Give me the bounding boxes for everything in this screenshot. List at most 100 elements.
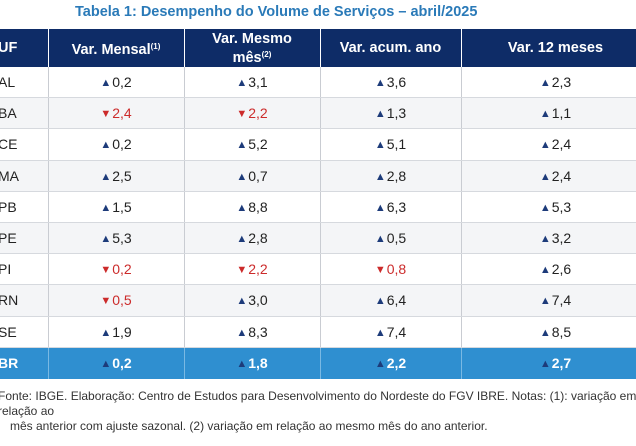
cell-doze: ▲8,5 <box>461 316 636 348</box>
cell-acum: ▲6,3 <box>320 191 462 223</box>
value-number: 1,5 <box>112 198 132 215</box>
value-number: 0,7 <box>248 167 268 184</box>
cell-mesmo: ▲3,1 <box>184 67 321 99</box>
value-number: 2,2 <box>386 355 407 372</box>
value-mensal: ▲1,5 <box>100 199 131 215</box>
cell-mesmo: ▲2,8 <box>184 222 321 255</box>
arrow-up-icon: ▲ <box>236 201 248 214</box>
table-row: AL ▲0,2 ▲3,1 ▲3,6 ▲2,3 <box>0 67 636 99</box>
header-var-mesmo-mes: Var. Mesmo mês(2) <box>184 29 321 67</box>
source-note-line-2: mês anterior com ajuste sazonal. (2) var… <box>10 419 488 433</box>
value-number: 6,4 <box>386 292 407 309</box>
cell-uf: AL <box>0 67 49 99</box>
arrow-up-icon: ▲ <box>100 233 112 246</box>
value-mesmo: ▲0,7 <box>236 168 267 184</box>
services-volume-table: UF Var. Mensal(1) Var. Mesmo mês(2) Var. … <box>0 29 636 379</box>
cell-acum: ▼0,8 <box>320 253 462 286</box>
data-table-container: UF Var. Mensal(1) Var. Mesmo mês(2) Var. … <box>0 29 636 379</box>
value-acum: ▲2,8 <box>375 168 406 184</box>
table-header-row: UF Var. Mensal(1) Var. Mesmo mês(2) Var. … <box>0 29 636 67</box>
arrow-up-icon: ▲ <box>100 358 112 371</box>
value-number: 5,1 <box>386 136 407 153</box>
value-number: 2,6 <box>551 261 572 278</box>
cell-uf: PE <box>0 222 49 255</box>
header-var-mesmo-label-1: Var. Mesmo <box>212 30 292 47</box>
cell-mesmo: ▲8,8 <box>184 191 321 223</box>
cell-doze: ▲2,4 <box>461 160 636 192</box>
value-acum: ▲0,5 <box>375 230 406 246</box>
arrow-up-icon: ▲ <box>100 326 112 339</box>
table-row: RN ▼0,5 ▲3,0 ▲6,4 ▲7,4 <box>0 284 636 317</box>
arrow-up-icon: ▲ <box>374 326 386 339</box>
value-acum: ▲7,4 <box>375 324 406 340</box>
arrow-down-icon: ▼ <box>236 264 248 277</box>
arrow-up-icon: ▲ <box>539 233 551 246</box>
header-var-mensal: Var. Mensal(1) <box>48 29 185 67</box>
value-doze: ▲8,5 <box>540 324 571 340</box>
value-number: 2,3 <box>551 74 572 91</box>
arrow-up-icon: ▲ <box>100 139 112 152</box>
cell-mensal: ▲1,9 <box>48 316 185 348</box>
arrow-down-icon: ▼ <box>100 108 112 121</box>
arrow-down-icon: ▼ <box>236 108 248 121</box>
cell-mensal: ▼2,4 <box>48 97 185 130</box>
cell-uf: BA <box>0 97 49 130</box>
cell-uf: PB <box>0 191 49 223</box>
cell-mesmo: ▲8,3 <box>184 316 321 348</box>
cell-uf: PI <box>0 253 49 286</box>
value-number: 0,8 <box>386 261 407 278</box>
arrow-up-icon: ▲ <box>374 170 386 183</box>
cell-uf: CE <box>0 128 49 161</box>
cell-uf: RN <box>0 284 49 317</box>
cell-doze: ▲2,7 <box>461 347 636 379</box>
cell-acum: ▲5,1 <box>320 128 462 161</box>
cell-acum: ▲6,4 <box>320 284 462 317</box>
table-row: CE ▲0,2 ▲5,2 ▲5,1 ▲2,4 <box>0 128 636 161</box>
arrow-up-icon: ▲ <box>374 139 386 152</box>
value-mesmo: ▲3,0 <box>236 292 267 308</box>
value-number: 7,4 <box>386 323 407 340</box>
value-number: 0,2 <box>112 74 132 91</box>
header-var-mesmo-note: (2) <box>261 49 272 59</box>
cell-acum: ▲2,8 <box>320 160 462 192</box>
value-number: 8,8 <box>248 198 268 215</box>
arrow-up-icon: ▲ <box>236 77 248 90</box>
cell-doze: ▲1,1 <box>461 97 636 130</box>
value-acum: ▲3,6 <box>375 74 406 90</box>
value-mensal: ▼2,4 <box>100 105 131 121</box>
cell-acum: ▲1,3 <box>320 97 462 130</box>
header-var-mesmo-label-2: mês <box>232 49 262 66</box>
value-number: 3,0 <box>248 292 268 309</box>
cell-mesmo: ▼2,2 <box>184 253 321 286</box>
arrow-up-icon: ▲ <box>539 77 551 90</box>
value-doze: ▲2,3 <box>540 74 571 90</box>
value-mesmo: ▲8,3 <box>236 324 267 340</box>
value-mesmo: ▲2,8 <box>236 230 267 246</box>
arrow-down-icon: ▼ <box>374 264 386 277</box>
value-mensal: ▼0,5 <box>100 292 131 308</box>
value-number: 2,8 <box>386 167 407 184</box>
value-number: 0,5 <box>112 292 132 309</box>
value-number: 0,2 <box>112 355 132 372</box>
cell-mensal: ▲0,2 <box>48 347 185 379</box>
table-title-label: Tabela 1: <box>75 4 137 20</box>
value-number: 2,7 <box>551 355 572 372</box>
arrow-up-icon: ▲ <box>236 233 248 246</box>
value-mesmo: ▼2,2 <box>236 105 267 121</box>
value-mensal: ▼0,2 <box>100 261 131 277</box>
arrow-up-icon: ▲ <box>374 108 386 121</box>
cell-doze: ▲2,6 <box>461 253 636 286</box>
header-var-12-meses: Var. 12 meses <box>461 29 636 67</box>
value-doze: ▲1,1 <box>540 105 571 121</box>
value-mesmo: ▼2,2 <box>236 261 267 277</box>
header-var-mensal-label: Var. Mensal <box>71 41 151 58</box>
value-doze: ▲2,4 <box>540 136 571 152</box>
value-mensal: ▲5,3 <box>100 230 131 246</box>
arrow-up-icon: ▲ <box>539 326 551 339</box>
value-number: 3,1 <box>248 74 268 91</box>
arrow-up-icon: ▲ <box>374 233 386 246</box>
value-number: 5,3 <box>551 198 572 215</box>
table-row: PE ▲5,3 ▲2,8 ▲0,5 ▲3,2 <box>0 222 636 255</box>
source-note: Fonte: IBGE. Elaboração: Centro de Estud… <box>0 389 636 434</box>
table-title-text: Desempenho do Volume de Serviços – abril… <box>140 4 478 20</box>
